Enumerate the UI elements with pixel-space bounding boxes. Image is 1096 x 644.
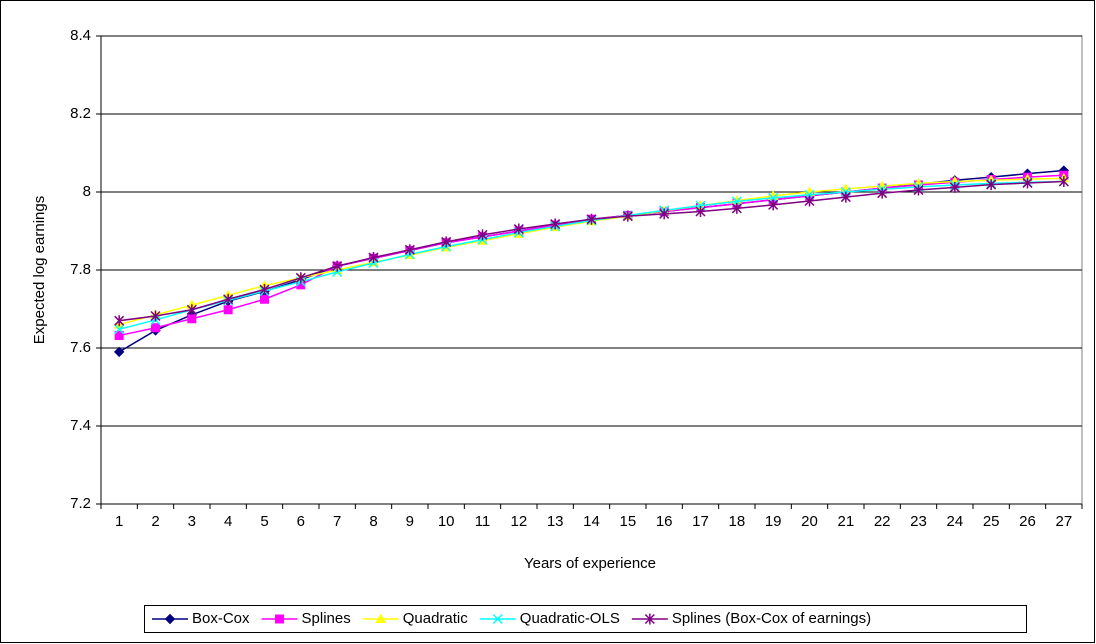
x-tick-label: 9 <box>406 513 414 530</box>
y-axis-label: Expected log earnings <box>31 196 48 344</box>
x-tick-label: 26 <box>1019 513 1036 530</box>
marker <box>840 191 851 203</box>
marker <box>949 181 960 193</box>
legend-marker <box>375 613 387 623</box>
y-tick-label: 7.4 <box>70 417 91 434</box>
x-tick-label: 16 <box>656 513 673 530</box>
y-tick-label: 8 <box>83 183 91 200</box>
marker <box>186 304 197 316</box>
x-tick-label: 14 <box>583 513 600 530</box>
marker <box>150 310 161 322</box>
y-tick-label: 7.8 <box>70 261 91 278</box>
y-tick-label: 8.4 <box>70 27 91 44</box>
marker <box>622 210 633 222</box>
marker <box>368 252 379 264</box>
marker <box>114 324 125 335</box>
marker <box>513 223 524 235</box>
x-tick-label: 7 <box>333 513 341 530</box>
marker <box>477 229 488 241</box>
x-tick-label: 10 <box>438 513 455 530</box>
marker <box>223 293 234 305</box>
marker <box>187 314 197 324</box>
marker <box>259 284 270 295</box>
marker <box>404 244 415 256</box>
x-tick-label: 21 <box>837 513 854 530</box>
marker <box>586 213 597 225</box>
x-tick-label: 18 <box>728 513 745 530</box>
legend-marker <box>164 613 176 625</box>
x-tick-label: 27 <box>1055 513 1072 530</box>
legend-marker <box>492 613 503 625</box>
marker <box>695 206 706 217</box>
x-tick-label: 12 <box>510 513 527 530</box>
marker <box>223 305 233 315</box>
marker <box>550 218 561 230</box>
marker <box>986 179 997 191</box>
x-tick-label: 3 <box>188 513 196 530</box>
x-tick-label: 8 <box>369 513 377 530</box>
marker <box>113 346 125 358</box>
marker <box>295 272 306 284</box>
marker <box>1058 175 1069 187</box>
x-tick-label: 2 <box>151 513 159 530</box>
x-tick-label: 23 <box>910 513 927 530</box>
legend-label: Splines (Box-Cox of earnings) <box>672 610 871 627</box>
marker <box>768 199 779 211</box>
x-tick-label: 4 <box>224 513 232 530</box>
x-tick-label: 22 <box>874 513 891 530</box>
y-tick-label: 7.6 <box>70 339 91 356</box>
x-tick-label: 15 <box>619 513 636 530</box>
legend-label: Box-Cox <box>192 610 250 627</box>
x-tick-label: 13 <box>547 513 564 530</box>
marker <box>731 202 742 214</box>
marker <box>877 187 888 199</box>
x-tick-label: 17 <box>692 513 709 530</box>
x-tick-label: 5 <box>260 513 268 530</box>
marker <box>114 315 125 327</box>
marker <box>804 195 815 207</box>
x-tick-label: 24 <box>946 513 963 530</box>
x-tick-label: 20 <box>801 513 818 530</box>
y-tick-label: 7.2 <box>70 495 91 512</box>
legend-label: Splines <box>302 610 351 627</box>
x-tick-label: 19 <box>765 513 782 530</box>
legend-label: Quadratic <box>403 610 469 627</box>
marker <box>260 294 269 304</box>
x-tick-label: 1 <box>115 513 123 530</box>
legend-marker <box>644 613 655 625</box>
x-axis-label: Years of experience <box>524 555 656 572</box>
marker <box>114 331 124 341</box>
marker <box>151 323 160 333</box>
y-tick-label: 8.2 <box>70 105 91 122</box>
legend-label: Quadratic-OLS <box>520 610 620 627</box>
x-tick-label: 6 <box>297 513 305 530</box>
marker <box>913 184 924 196</box>
legend-marker <box>275 614 285 624</box>
marker <box>1022 177 1033 189</box>
x-tick-label: 25 <box>983 513 1000 530</box>
marker <box>441 236 452 248</box>
marker <box>659 208 670 220</box>
marker <box>332 260 343 272</box>
x-tick-label: 11 <box>475 513 491 530</box>
